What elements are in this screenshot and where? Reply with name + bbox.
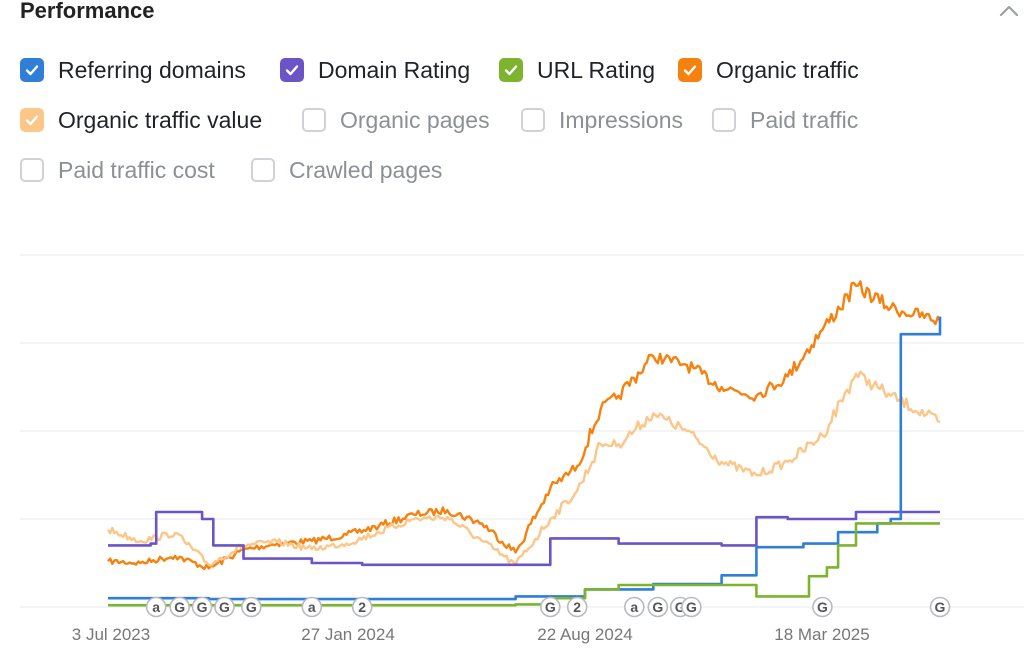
annotation-label: G: [935, 599, 946, 615]
x-tick-label: 18 Mar 2025: [774, 625, 869, 644]
annotation-label: G: [219, 599, 230, 615]
annotation-label: 2: [358, 599, 366, 615]
annotation-label: G: [174, 599, 185, 615]
annotation-marker: [169, 596, 190, 618]
annotation-marker: [540, 596, 561, 618]
annotation-label: G: [246, 599, 257, 615]
checkbox-checked-icon[interactable]: [20, 58, 44, 82]
checkbox-unchecked-icon[interactable]: [521, 108, 545, 132]
legend-label: Organic pages: [340, 106, 490, 133]
legend-label: Domain Rating: [318, 56, 471, 83]
performance-header: Performance: [20, 0, 1024, 28]
annotation-marker: [623, 596, 645, 618]
legend-item-referring-domains[interactable]: Referring domains: [20, 52, 246, 88]
annotation-marker: [681, 596, 702, 618]
annotation-label: G: [197, 599, 208, 615]
annotation-label: a: [308, 599, 316, 615]
legend-label: Impressions: [559, 106, 683, 133]
legend-item-organic-traffic[interactable]: Organic traffic: [678, 52, 859, 88]
legend-item-impressions[interactable]: Impressions: [521, 102, 683, 138]
legend-label: Crawled pages: [289, 156, 443, 183]
legend-item-domain-rating[interactable]: Domain Rating: [280, 52, 470, 88]
x-tick-label: 3 Jul 2023: [72, 625, 150, 644]
annotation-marker: [241, 596, 262, 618]
series-line-organic-traffic-value: [106, 370, 941, 567]
annotation-label: G: [817, 599, 828, 615]
annotation-label: G: [652, 599, 663, 615]
annotation-marker: [566, 596, 588, 618]
legend-label: URL Rating: [537, 56, 656, 83]
chevron-up-icon[interactable]: [998, 2, 1020, 20]
legend-item-paid-traffic-cost[interactable]: Paid traffic cost: [20, 152, 215, 188]
x-tick-label: 27 Jan 2024: [301, 625, 395, 644]
checkbox-unchecked-icon[interactable]: [20, 158, 44, 182]
annotation-label: a: [630, 599, 638, 615]
series-line-referring-domains: [108, 316, 942, 601]
annotation-label: G: [686, 599, 697, 615]
checkbox-checked-icon[interactable]: [678, 58, 702, 82]
legend-label: Organic traffic: [716, 56, 859, 83]
legend-item-organic-pages[interactable]: Organic pages: [302, 102, 490, 138]
series-line-domain-rating: [108, 510, 940, 567]
annotation-marker: [812, 596, 833, 618]
annotation-marker: [351, 596, 373, 618]
legend-item-url-rating[interactable]: URL Rating: [499, 52, 655, 88]
checkbox-unchecked-icon[interactable]: [251, 158, 275, 182]
page-title: Performance: [20, 0, 155, 23]
series-line-organic-traffic: [107, 280, 942, 571]
annotation-marker: [301, 596, 323, 618]
annotation-label: 2: [573, 599, 581, 615]
legend-label: Referring domains: [58, 56, 246, 83]
checkbox-checked-icon[interactable]: [20, 108, 44, 132]
x-tick-label: 22 Aug 2024: [537, 625, 632, 644]
annotation-marker: [191, 596, 213, 618]
legend-item-organic-traffic-value[interactable]: Organic traffic value: [20, 102, 262, 138]
checkbox-checked-icon[interactable]: [280, 58, 304, 82]
legend-label: Paid traffic: [750, 106, 859, 133]
legend-item-paid-traffic[interactable]: Paid traffic: [712, 102, 858, 138]
annotation-label: G: [675, 599, 686, 615]
annotation-label: a: [152, 599, 160, 615]
legend-label: Organic traffic value: [58, 106, 263, 133]
checkbox-checked-icon[interactable]: [499, 58, 523, 82]
legend-item-crawled-pages[interactable]: Crawled pages: [251, 152, 442, 188]
checkbox-unchecked-icon[interactable]: [302, 108, 326, 132]
annotation-marker: [929, 596, 951, 618]
annotation-label: G: [545, 599, 556, 615]
annotation-marker: [214, 596, 235, 618]
legend-label: Paid traffic cost: [58, 156, 215, 183]
annotation-marker: [647, 596, 669, 618]
checkbox-unchecked-icon[interactable]: [712, 108, 736, 132]
annotation-marker: [145, 596, 167, 618]
series-line-url-rating: [108, 522, 940, 607]
